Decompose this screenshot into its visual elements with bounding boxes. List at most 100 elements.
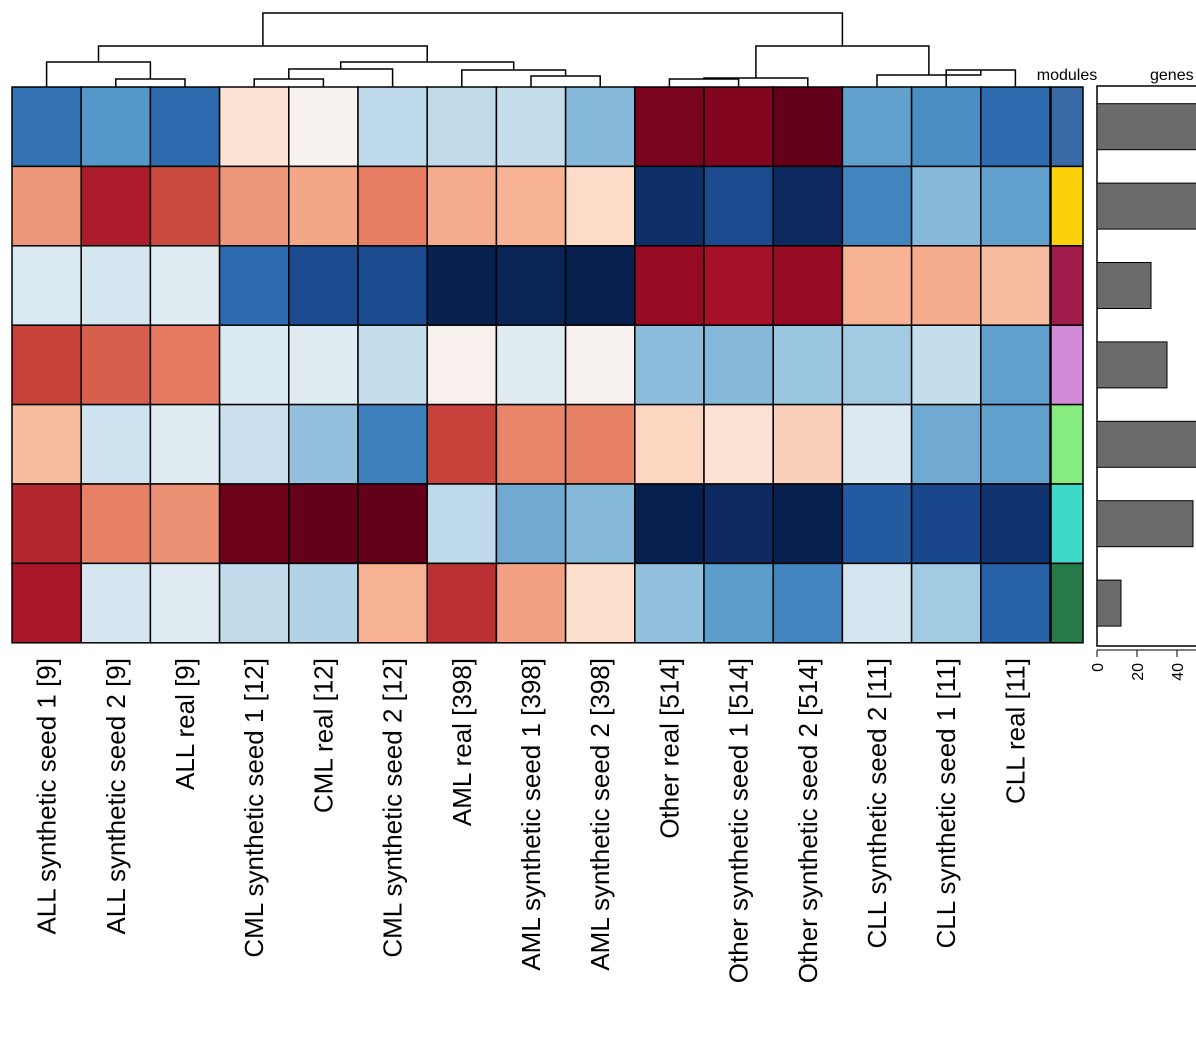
heatmap-cell bbox=[218, 165, 290, 247]
heatmap-cell bbox=[80, 86, 152, 168]
heatmap-cell bbox=[11, 562, 82, 644]
heatmap-cell bbox=[980, 483, 1051, 565]
heatmap-cell bbox=[11, 86, 82, 168]
genes-bar bbox=[1097, 103, 1196, 151]
heatmap-cell bbox=[634, 324, 705, 406]
heatmap-cell bbox=[772, 245, 844, 326]
heatmap-cell bbox=[910, 324, 982, 406]
heatmap-cell bbox=[149, 483, 221, 565]
genes-bars bbox=[1097, 103, 1196, 627]
column-label: CLL synthetic seed 1 [11] bbox=[931, 658, 961, 949]
module-color-cell bbox=[1050, 403, 1084, 485]
heatmap-cell bbox=[218, 403, 290, 485]
module-color-strip bbox=[1050, 86, 1084, 644]
genes-tick-label: 40 bbox=[1170, 663, 1187, 681]
genes-axis: 0 20 40 bbox=[1090, 649, 1196, 681]
heatmap-cell bbox=[357, 324, 428, 406]
heatmap-cell bbox=[357, 165, 428, 247]
module-color-cell bbox=[1050, 562, 1084, 644]
heatmap-cell bbox=[11, 483, 82, 565]
heatmap-cell bbox=[910, 562, 982, 644]
heatmap-cell bbox=[357, 562, 428, 644]
heatmap-cell bbox=[910, 245, 982, 326]
heatmap-cell bbox=[149, 324, 221, 406]
heatmap-cell bbox=[564, 86, 636, 168]
module-color-cell bbox=[1050, 324, 1084, 406]
heatmap-cell bbox=[564, 483, 636, 565]
heatmap-cell bbox=[980, 245, 1051, 326]
heatmap-cell bbox=[357, 403, 428, 485]
column-label: ALL real [9] bbox=[170, 658, 200, 790]
heatmap-cell bbox=[772, 86, 844, 168]
column-label: CML synthetic seed 1 [12] bbox=[239, 658, 269, 958]
heatmap-cell bbox=[288, 245, 359, 326]
heatmap-cell bbox=[495, 165, 567, 247]
heatmap-cell bbox=[495, 562, 567, 644]
column-label: CML synthetic seed 2 [12] bbox=[378, 658, 408, 958]
heatmap-cell bbox=[634, 245, 705, 326]
heatmap-cell bbox=[218, 483, 290, 565]
heatmap-cell bbox=[149, 86, 221, 168]
column-label: CLL synthetic seed 2 [11] bbox=[862, 658, 892, 949]
heatmap-cell bbox=[772, 324, 844, 406]
heatmap-cell bbox=[910, 403, 982, 485]
dendrogram-link bbox=[755, 45, 930, 78]
dendrogram-link bbox=[668, 78, 740, 87]
heatmap-cell bbox=[357, 483, 428, 565]
column-label: ALL synthetic seed 1 [9] bbox=[32, 658, 62, 935]
heatmap-cell bbox=[11, 324, 82, 406]
genes-bar bbox=[1097, 420, 1196, 468]
heatmap-cell bbox=[288, 403, 359, 485]
column-label: Other synthetic seed 1 [514] bbox=[724, 658, 754, 983]
heatmap-cell bbox=[564, 245, 636, 326]
heatmap-cell bbox=[426, 324, 498, 406]
heatmap-cell bbox=[841, 86, 913, 168]
heatmap-cell bbox=[703, 245, 774, 326]
heatmap-cell bbox=[564, 403, 636, 485]
heatmap-cell bbox=[980, 324, 1051, 406]
column-label: AML real [398] bbox=[447, 658, 477, 826]
genes-bar bbox=[1097, 579, 1122, 627]
heatmap-cell bbox=[841, 245, 913, 326]
heatmap-cell bbox=[426, 165, 498, 247]
heatmap-cell bbox=[149, 403, 221, 485]
genes-bar bbox=[1097, 262, 1152, 309]
heatmap-cell bbox=[218, 245, 290, 326]
heatmap-cell bbox=[80, 245, 152, 326]
heatmap-cell bbox=[288, 483, 359, 565]
column-label: CML real [12] bbox=[308, 658, 338, 813]
heatmap-cell bbox=[495, 483, 567, 565]
genes-bar bbox=[1097, 500, 1194, 548]
heatmap-cell bbox=[841, 324, 913, 406]
heatmap-cell bbox=[634, 403, 705, 485]
heatmap-cell bbox=[910, 165, 982, 247]
heatmap-cell bbox=[703, 483, 774, 565]
dendrogram-link bbox=[288, 68, 394, 87]
heatmap-cell bbox=[357, 245, 428, 326]
heatmap-cell bbox=[703, 324, 774, 406]
genes-bar bbox=[1097, 341, 1168, 389]
genes-tick-label: 20 bbox=[1130, 663, 1147, 681]
dendrogram-link bbox=[45, 61, 152, 87]
heatmap-cell bbox=[980, 165, 1051, 247]
heatmap-cell bbox=[980, 86, 1051, 168]
heatmap-cell bbox=[634, 483, 705, 565]
dendrogram-link bbox=[262, 12, 844, 46]
module-color-cell bbox=[1050, 165, 1084, 247]
heatmap-cell bbox=[288, 562, 359, 644]
heatmap-cell bbox=[980, 562, 1051, 644]
heatmap-cell bbox=[495, 324, 567, 406]
dendrogram-link bbox=[461, 69, 567, 87]
heatmap-cell bbox=[288, 86, 359, 168]
heatmap-cell bbox=[288, 324, 359, 406]
heatmap-cell bbox=[634, 562, 705, 644]
heatmap-cell bbox=[910, 86, 982, 168]
heatmap-cell bbox=[80, 562, 152, 644]
dendrogram-link bbox=[97, 45, 428, 62]
heatmap-cell bbox=[772, 562, 844, 644]
heatmap-cell bbox=[80, 324, 152, 406]
heatmap-cell bbox=[495, 86, 567, 168]
heatmap-cell bbox=[634, 86, 705, 168]
column-label: AML synthetic seed 1 [398] bbox=[516, 658, 546, 971]
